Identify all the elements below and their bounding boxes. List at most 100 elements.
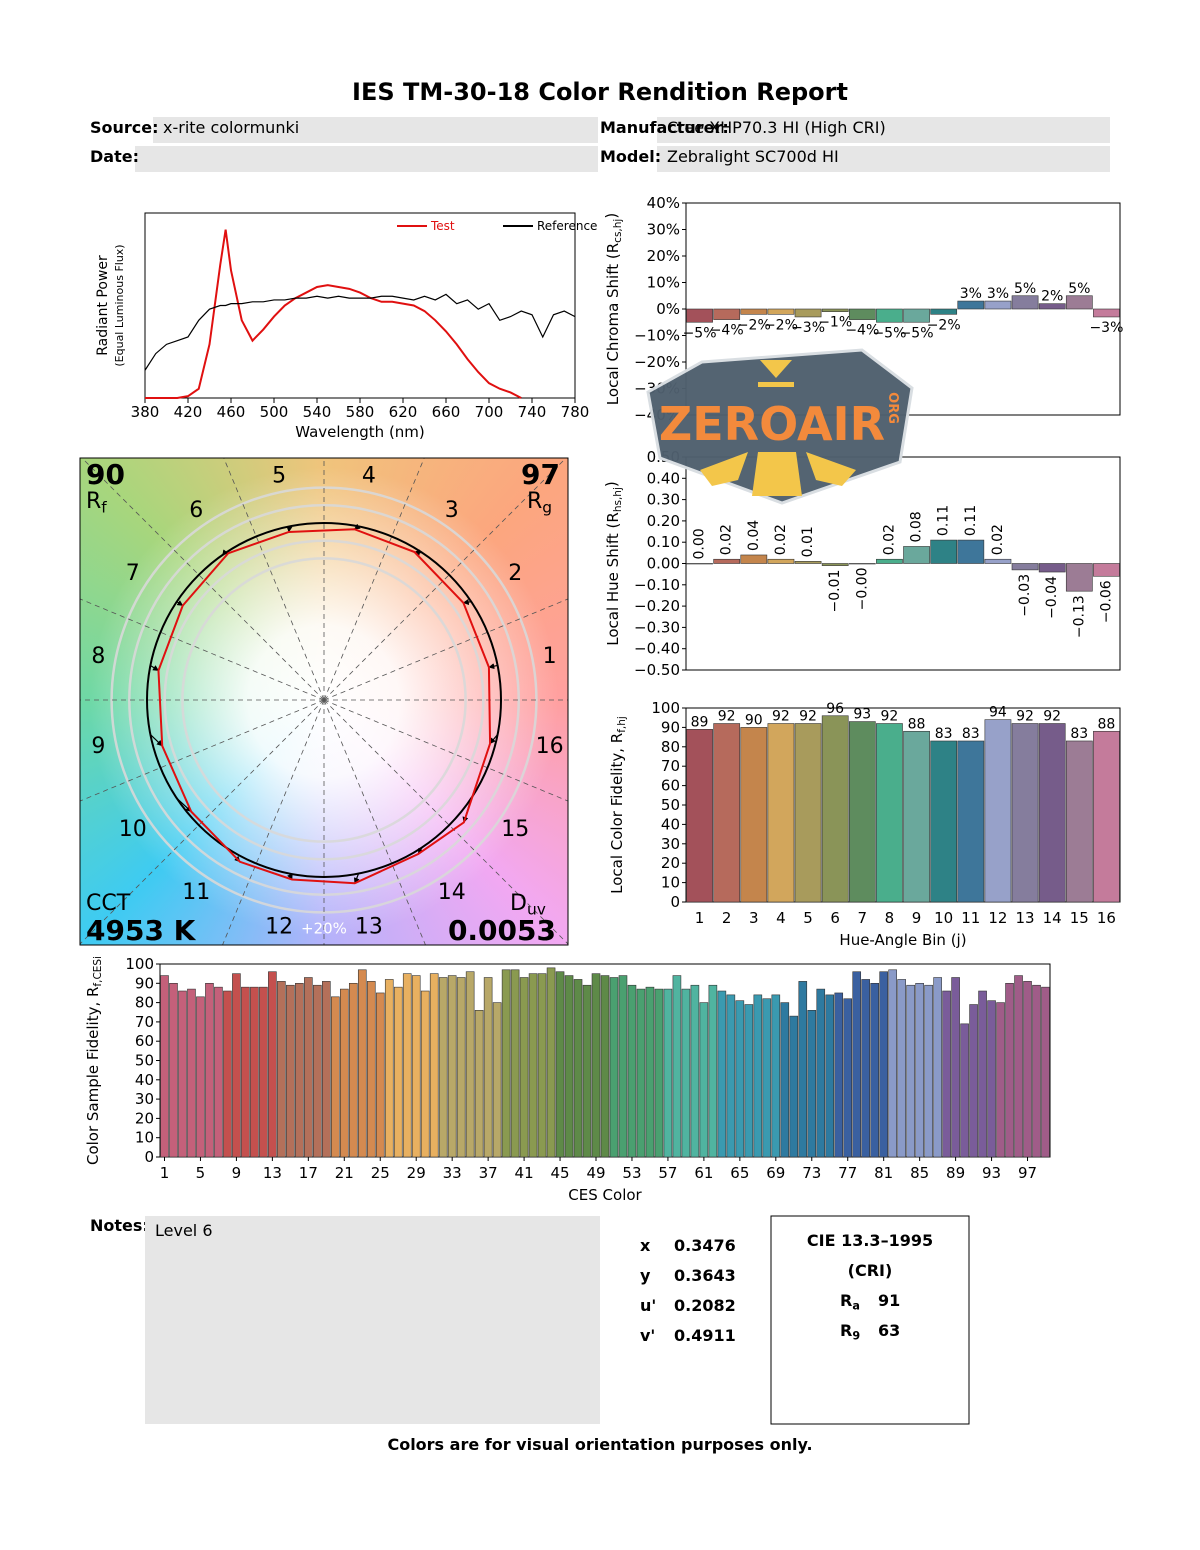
bar — [903, 546, 930, 564]
bar — [1005, 982, 1014, 1158]
bar — [223, 990, 232, 1158]
value-label: 0.01 — [800, 526, 816, 557]
bin-label: 7 — [126, 561, 140, 586]
bar — [1011, 295, 1039, 310]
y-tick-label: 90 — [135, 974, 154, 992]
cri-subtitle: (CRI) — [848, 1261, 893, 1280]
bar — [876, 723, 903, 903]
y-tick-label: −0.10 — [634, 576, 680, 594]
x-tick-label: 420 — [174, 403, 203, 421]
field-label: Manufacturer: — [600, 118, 729, 137]
x-axis-label: Wavelength (nm) — [295, 423, 425, 441]
bar — [402, 973, 412, 1158]
bar — [906, 984, 915, 1158]
bar — [609, 977, 619, 1158]
bar — [169, 982, 178, 1158]
bar — [807, 1010, 817, 1158]
bar — [713, 558, 741, 564]
bar — [295, 982, 304, 1158]
bar — [205, 982, 214, 1158]
field-box — [153, 117, 598, 143]
y-tick-label: 40% — [647, 194, 680, 212]
x-tick-label: 780 — [561, 403, 590, 421]
value-label: −4% — [845, 323, 879, 339]
reference-circle — [146, 522, 502, 878]
cri-symbol-sub: 9 — [852, 1329, 860, 1342]
value-label: 93 — [853, 707, 871, 723]
value-label: 88 — [908, 716, 926, 732]
bar — [160, 975, 169, 1158]
cri-value: 91 — [878, 1291, 900, 1310]
x-tick-label: 6 — [830, 909, 840, 927]
bin-label: 10 — [119, 817, 147, 842]
bin-boundary — [223, 458, 325, 701]
value-label: 5% — [1014, 281, 1036, 297]
bar — [951, 977, 960, 1158]
value-label: 90 — [745, 712, 763, 728]
y-tick-label: 100 — [651, 699, 680, 717]
bin-label: 11 — [182, 880, 210, 905]
bar — [501, 969, 511, 1158]
rg-symbol: Rg — [527, 489, 552, 517]
bin-boundary — [323, 458, 567, 701]
bar — [821, 715, 849, 903]
bar — [663, 988, 673, 1158]
value-label: 92 — [772, 709, 790, 725]
bin-boundary — [81, 458, 325, 701]
y-tick-label: 40 — [661, 815, 680, 833]
cri-symbol-sub: a — [852, 1299, 860, 1312]
y-axis-label-sub: hs,hj — [612, 487, 624, 512]
y-tick-label: 0% — [656, 300, 680, 318]
bar — [1038, 303, 1066, 310]
bar — [277, 981, 286, 1158]
bar — [933, 977, 942, 1158]
bin-label: 8 — [91, 644, 105, 669]
bar — [322, 981, 331, 1158]
bar — [987, 1000, 996, 1158]
bar — [1065, 740, 1093, 903]
bar — [393, 986, 403, 1158]
y-tick-label: 0 — [144, 1148, 154, 1166]
notes-label: Notes: — [90, 1216, 149, 1235]
x-axis-label: CES Color — [568, 1186, 642, 1204]
x-tick-label: 16 — [1097, 909, 1116, 927]
bar — [268, 971, 277, 1158]
y-axis-label: Color Sample Fidelity, Rf,CESi — [84, 956, 104, 1165]
y-tick-label: 0.40 — [647, 469, 680, 487]
bar — [519, 977, 529, 1158]
shift-arrow — [150, 664, 159, 672]
cri-symbol-base: R — [840, 1321, 852, 1340]
bin-label: 1 — [543, 644, 557, 669]
watermark-road — [752, 452, 802, 496]
duv-symbol-base: D — [510, 891, 527, 916]
value-label: −5% — [900, 325, 934, 341]
x-tick-label: 740 — [518, 403, 547, 421]
bar — [573, 979, 583, 1158]
bar — [717, 990, 727, 1158]
y-axis-label-sub: cs,hj — [612, 219, 624, 243]
y-tick-label: 10 — [661, 874, 680, 892]
rf-symbol-sub: f — [101, 499, 107, 517]
bar — [214, 986, 223, 1158]
y-axis-label-base: Local Color Fidelity, R — [608, 733, 626, 894]
bar — [510, 969, 520, 1158]
field-box — [657, 117, 1110, 143]
x-tick-label: 14 — [1043, 909, 1062, 927]
value-label: 0.11 — [936, 505, 952, 536]
bar — [313, 984, 322, 1158]
bar — [686, 563, 713, 565]
y-axis-label-sub: f,hj — [616, 716, 628, 733]
y-axis-sublabel: (Equal Luminous Flux) — [113, 244, 126, 366]
y-tick-label: −0.40 — [634, 640, 680, 658]
bar — [879, 971, 888, 1158]
value-label: −3% — [791, 320, 825, 336]
x-tick-label: 97 — [1018, 1164, 1037, 1182]
bar — [780, 1002, 790, 1158]
bar — [816, 988, 826, 1158]
bar — [411, 975, 421, 1158]
field-label: Date: — [90, 147, 139, 166]
value-label: 96 — [826, 701, 844, 717]
rf-value: 90 — [86, 458, 125, 491]
x-tick-label: 93 — [982, 1164, 1001, 1182]
bar — [930, 539, 958, 564]
